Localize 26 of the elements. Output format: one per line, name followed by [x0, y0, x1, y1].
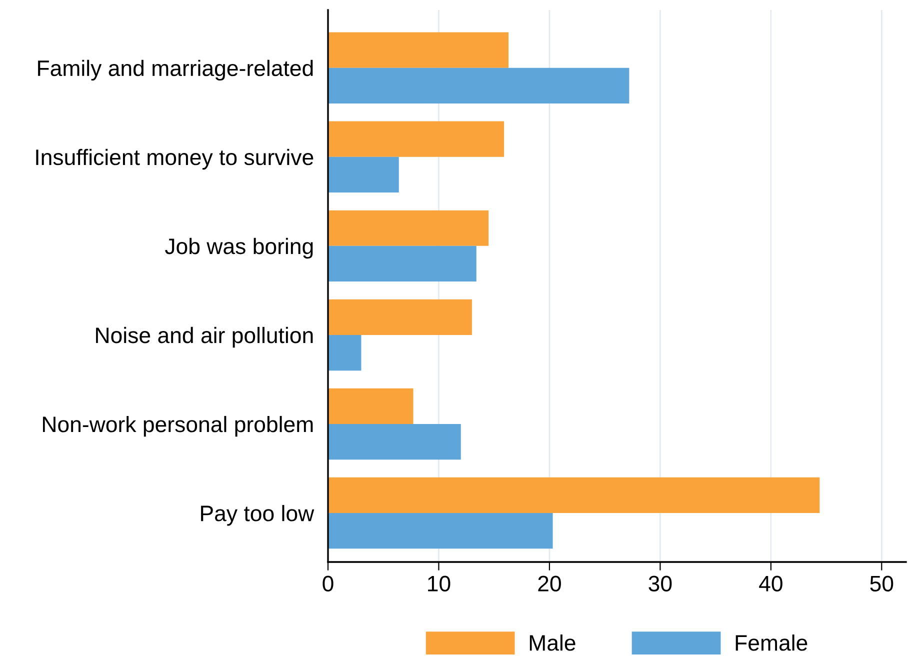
bar	[328, 246, 476, 282]
bar	[328, 424, 461, 460]
x-tick-label: 50	[870, 576, 894, 592]
y-tick-label: Non-work personal problem	[42, 416, 313, 437]
y-tick-label: Insufficient money to survive	[36, 148, 314, 170]
bar	[328, 156, 399, 193]
y-tick-label: Pay too low	[201, 504, 314, 526]
x-tick-label: 30	[648, 576, 672, 592]
x-tick-label: 40	[759, 576, 782, 592]
bar	[328, 388, 414, 424]
legend-label: Male	[530, 634, 576, 651]
bar	[328, 477, 820, 514]
y-tick-label: Family and marriage-related	[38, 60, 313, 81]
legend-label: Female	[736, 634, 808, 651]
y-tick-label: Job was boring	[165, 238, 313, 259]
bar	[328, 334, 362, 371]
bar	[328, 32, 508, 68]
x-tick-label: 0	[322, 576, 334, 592]
x-tick-label: 10	[428, 576, 450, 592]
bar	[328, 299, 472, 335]
x-tick-label: 20	[538, 576, 561, 592]
y-tick-label: Noise and air pollution	[96, 326, 313, 348]
bar	[328, 513, 553, 549]
bar	[328, 210, 489, 246]
bar	[328, 121, 504, 157]
bar	[328, 68, 630, 104]
